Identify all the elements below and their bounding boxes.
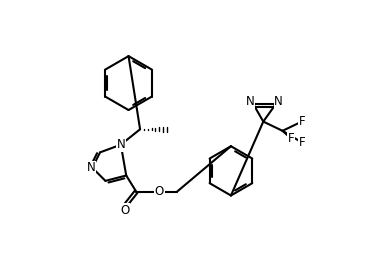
Text: N: N (274, 95, 283, 108)
Text: F: F (298, 136, 305, 149)
Text: F: F (288, 132, 294, 145)
Text: N: N (116, 138, 125, 151)
Text: N: N (246, 95, 255, 108)
Text: O: O (120, 204, 129, 217)
Text: N: N (86, 161, 95, 174)
Text: O: O (155, 185, 164, 198)
Text: F: F (298, 115, 305, 128)
